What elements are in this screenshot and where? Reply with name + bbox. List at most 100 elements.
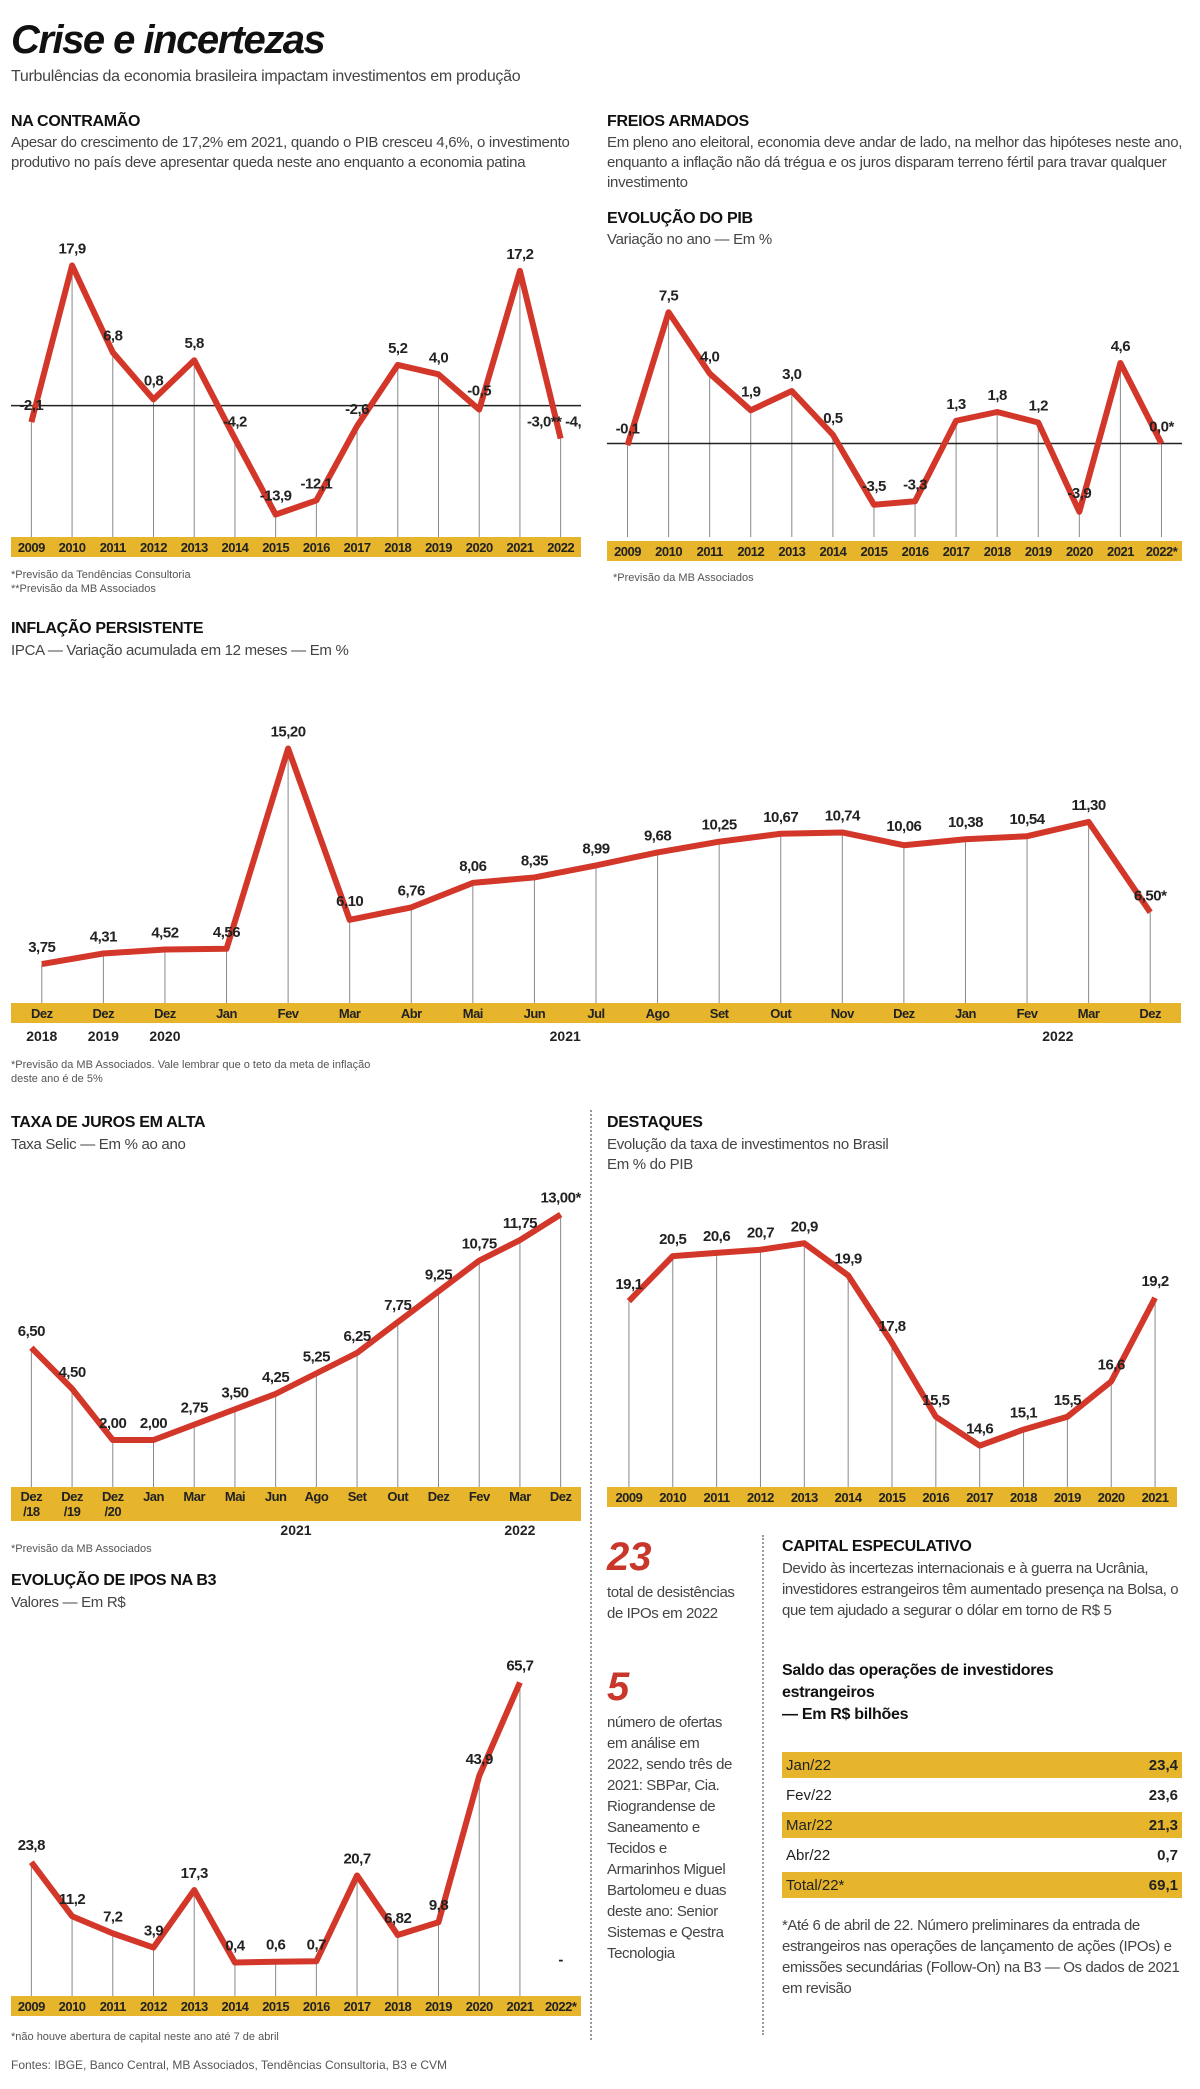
x-tick-label: Dez <box>92 1005 115 1021</box>
data-label: -3,5 <box>862 478 886 495</box>
data-label: 19,9 <box>835 1250 862 1267</box>
x-tick-label: 2015 <box>262 1998 290 2014</box>
data-label: -3,9 <box>1067 485 1091 502</box>
data-label: 2,00 <box>140 1415 167 1432</box>
x-tick-label: 2014 <box>221 539 249 555</box>
data-label: 1,3 <box>946 396 966 413</box>
data-label: 6,50* <box>1134 887 1167 904</box>
data-label: 4,31 <box>90 929 117 946</box>
x-tick-label: 2021 <box>506 1998 534 2014</box>
x-tick-label: 2015 <box>262 539 290 555</box>
data-label: 11,2 <box>59 1891 86 1908</box>
pib-chart: -0,1 7,5 4,0 1,9 3,0 0,5 -3,5 -3,3 1,3 1,8 1,2 -3,9… <box>607 287 1182 537</box>
x-tick-label: 2020 <box>465 1998 493 2014</box>
data-label: 9,8 <box>429 1897 449 1914</box>
x-tick-label: 2011 <box>703 1489 731 1505</box>
destaques-subtitle: Evolução da taxa de investimentos no Bra… <box>607 1136 889 1153</box>
table-row: Total/22* 69,1 <box>782 1872 1182 1898</box>
year-group-label: 2021 <box>549 1028 581 1044</box>
data-label: 6,82 <box>384 1910 411 1927</box>
data-label: -12,1 <box>301 475 333 492</box>
capital-title: CAPITAL ESPECULATIVO <box>782 1538 972 1555</box>
ipos-chart: - 23,8 11,2 7,2 3,9 17,3 0,4 0,6 0,7 20,7 6,82 9,8 4… <box>18 1657 564 1996</box>
data-label: 3,9 <box>144 1923 164 1940</box>
series-line <box>624 309 1165 515</box>
x-tick-label: 2011 <box>99 1998 127 2014</box>
selic-year-groups: 2021 2022 <box>11 1522 581 1538</box>
selic-chart: 6,50 4,50 2,00 2,00 2,75 3,50 4,25 5,25 6,25 7,75… <box>18 1190 581 1487</box>
data-label: 4,52 <box>151 925 178 942</box>
data-label: 43,9 <box>466 1751 493 1768</box>
data-label: 3,50 <box>221 1384 248 1401</box>
x-tick-label: Fev <box>1016 1005 1038 1021</box>
series-line <box>29 1211 563 1443</box>
x-tick-label: 2016 <box>302 1998 330 2014</box>
year-group-label <box>11 1522 133 1538</box>
x-tick-label: Set <box>709 1005 729 1021</box>
data-label: 2,75 <box>181 1400 208 1417</box>
x-tick-label: 2009 <box>17 539 45 555</box>
data-label: 10,38 <box>948 814 983 831</box>
selic-footnote: *Previsão da MB Associados <box>11 1543 152 1555</box>
data-label: 10,25 <box>702 817 737 834</box>
year-group-label: 2019 <box>87 1028 119 1044</box>
data-label: 17,3 <box>181 1865 208 1882</box>
x-tick-label: 2018 <box>983 543 1011 559</box>
x-tick-label: Jun <box>264 1489 287 1504</box>
inflation-chart: 3,75 4,31 4,52 4,56 15,20 6,10 6,76 8,06 8,35 8,9… <box>28 723 1168 1003</box>
freios-text: Em pleno ano eleitoral, economia deve an… <box>607 134 1183 191</box>
x-tick-label: 2012 <box>737 543 765 559</box>
ipos-subtitle: Valores — Em R$ <box>11 1594 126 1611</box>
x-tick-label: 2012 <box>746 1489 774 1505</box>
data-label: 20,9 <box>791 1218 818 1235</box>
data-label: 20,5 <box>659 1231 686 1248</box>
data-label: 20,7 <box>747 1225 774 1242</box>
destaques-title: DESTAQUES <box>607 1114 703 1131</box>
data-label: 0,6 <box>266 1937 286 1954</box>
data-label: 10,74 <box>825 807 861 824</box>
x-tick-label: 2015 <box>878 1489 906 1505</box>
data-label: 4,50 <box>58 1364 85 1381</box>
data-label: 17,9 <box>58 240 85 257</box>
x-tick-label: Mar <box>509 1489 531 1504</box>
data-label: 4,6 <box>1111 338 1131 355</box>
x-tick-label: Jan <box>955 1005 976 1021</box>
ipos-x-axis: 2009 2010 2011 2012 2013 2014 2015 2016 2017 2018… <box>11 1996 581 2016</box>
data-label: 10,06 <box>886 818 921 835</box>
x-tick-label: 2016 <box>302 539 330 555</box>
table-row: Jan/22 23,4 <box>782 1752 1182 1778</box>
x-tick-label: 2020 <box>465 539 493 555</box>
x-tick-label: Dez <box>893 1005 915 1021</box>
x-tick-label: 2017 <box>343 1998 371 2014</box>
data-label: 6,10 <box>336 893 363 910</box>
data-label: 23,8 <box>18 1837 45 1854</box>
row-label: Abr/22 <box>786 1846 831 1864</box>
x-tick-label: Dez /20 <box>101 1489 124 1519</box>
row-label: Mar/22 <box>786 1816 833 1834</box>
data-label: 4,0 <box>429 349 449 366</box>
table-row: Abr/22 0,7 <box>782 1842 1182 1868</box>
year-group-label: 2020 <box>149 1028 181 1044</box>
selic-x-axis: Dez /18 Dez /19 Dez /20 Jan Mar Mai Jun Ago Set O… <box>11 1487 581 1521</box>
data-label: 15,20 <box>271 723 306 740</box>
data-label: 15,1 <box>1010 1405 1037 1422</box>
ipos-footnote: *não houve abertura de capital neste ano… <box>11 2031 279 2043</box>
x-tick-label: 2013 <box>180 539 208 555</box>
pib-subtitle: Variação no ano — Em % <box>607 231 772 248</box>
x-tick-label: Mar <box>338 1005 361 1021</box>
data-label: 20,6 <box>703 1228 730 1245</box>
data-label: 5,2 <box>388 340 408 357</box>
x-tick-label: 2012 <box>140 1998 167 2014</box>
x-tick-label: Mar <box>1077 1005 1100 1021</box>
x-tick-label: 2016 <box>901 543 929 559</box>
pib-x-axis: 2009 2010 2011 2012 2013 2014 2015 2016 2017 2018… <box>607 541 1182 561</box>
x-tick-label: 2019 <box>1024 543 1052 559</box>
data-label: 16,6 <box>1098 1356 1125 1373</box>
data-label: 0,0* <box>1149 419 1174 436</box>
data-label: -2,6 <box>345 401 369 418</box>
data-label: - <box>558 1951 563 1968</box>
x-tick-label: 2018 <box>384 1998 412 2014</box>
x-tick-label: Fev <box>277 1005 299 1021</box>
inflation-year-groups: 2018 2019 2020 2021 2022 <box>11 1028 1181 1044</box>
x-tick-label: Set <box>347 1489 367 1504</box>
